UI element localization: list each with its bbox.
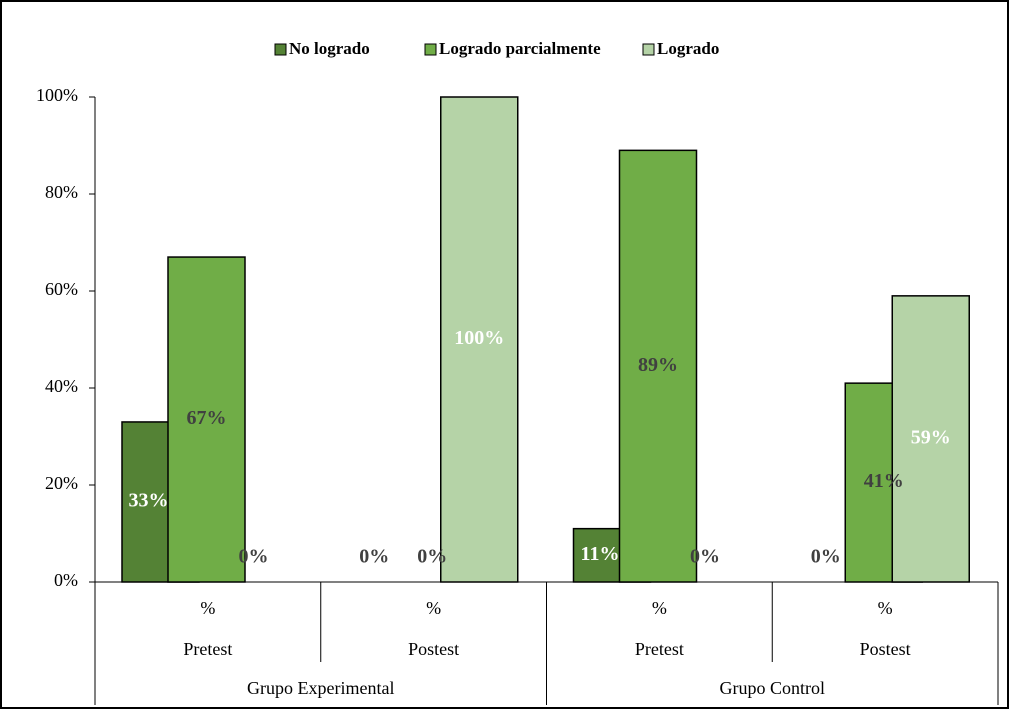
data-label: 89% [638, 354, 678, 376]
y-tick-label: 60% [45, 279, 78, 299]
data-label: 100% [454, 327, 504, 349]
y-tick-label: 80% [45, 182, 78, 202]
legend-label: Logrado parcialmente [439, 39, 601, 58]
bar [440, 96, 519, 583]
data-label: 0% [811, 546, 841, 568]
bar [891, 295, 970, 583]
legend-label: No logrado [289, 39, 370, 58]
x-tick-label: % [426, 598, 441, 618]
x-tick-label: % [200, 598, 215, 618]
x-group-label: Grupo Control [720, 678, 826, 698]
x-tick-label: % [878, 598, 893, 618]
legend-swatch [424, 43, 437, 56]
data-label: 11% [581, 543, 620, 565]
x-subcategory-label: Pretest [635, 639, 684, 659]
y-tick-label: 20% [45, 473, 78, 493]
bar [167, 256, 246, 583]
data-label: 59% [911, 427, 951, 449]
data-label: 67% [187, 407, 227, 429]
x-subcategory-label: Postest [860, 639, 911, 659]
y-tick-label: 40% [45, 376, 78, 396]
legend-swatch [274, 43, 287, 56]
bar [618, 149, 698, 583]
data-label: 33% [129, 490, 169, 512]
data-label: 41% [864, 470, 904, 492]
x-subcategory-label: Postest [408, 639, 459, 659]
x-subcategory-label: Pretest [183, 639, 232, 659]
legend-label: Logrado [657, 39, 719, 58]
x-group-label: Grupo Experimental [247, 678, 394, 698]
data-label: 0% [417, 546, 447, 568]
legend: No logrado Logrado parcialmente Logrado [274, 39, 719, 58]
y-tick-label: 0% [54, 570, 78, 590]
legend-swatch [642, 43, 655, 56]
data-label: 0% [239, 546, 269, 568]
data-label: 0% [359, 546, 389, 568]
y-tick-label: 100% [36, 85, 78, 105]
data-label: 0% [690, 546, 720, 568]
x-tick-label: % [652, 598, 667, 618]
